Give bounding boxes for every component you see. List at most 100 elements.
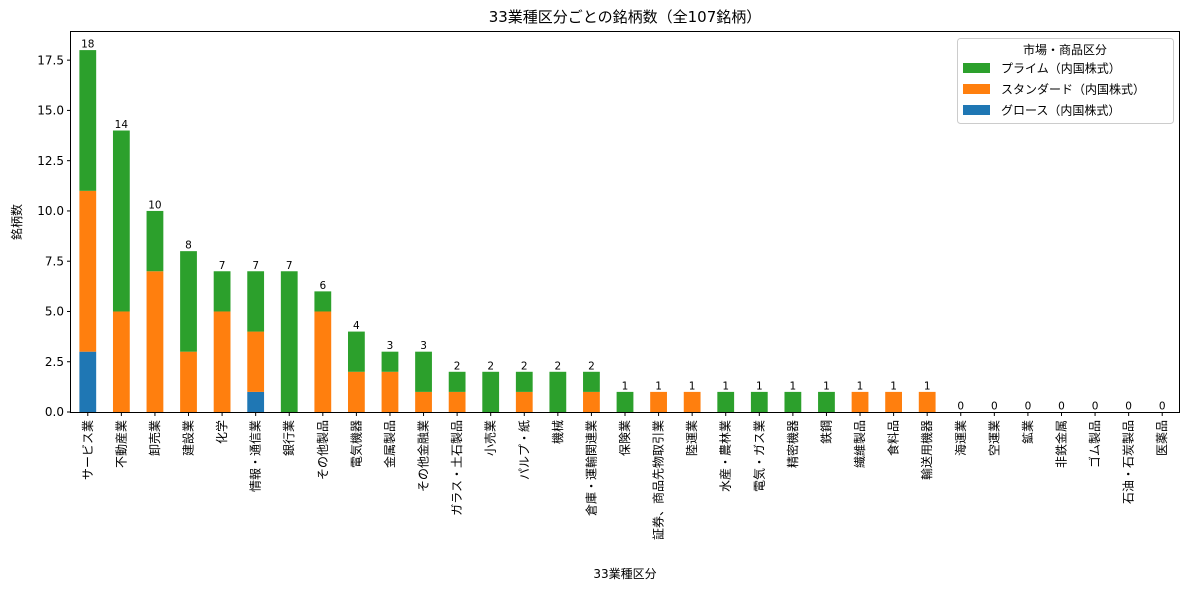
bar-segment (146, 210, 164, 272)
x-tick-label: 保険業 (618, 420, 632, 456)
x-tick-label: 建設業 (181, 420, 196, 456)
total-label: 3 (387, 340, 394, 352)
total-label: 14 (115, 119, 129, 131)
bar-segment (650, 391, 667, 412)
total-label: 1 (655, 380, 662, 392)
legend-entry-label: グロース（内国株式） (1001, 103, 1120, 118)
bar-segment (112, 130, 130, 312)
y-tick-label: 0.0 (45, 405, 64, 419)
bar-segment (482, 371, 500, 412)
bar-segment (348, 371, 365, 412)
total-label: 1 (857, 380, 864, 392)
bar-segment (381, 351, 399, 372)
x-axis-label: 33業種区分 (593, 567, 656, 581)
x-tick-label: 食料品 (886, 420, 901, 456)
bar-segment (247, 271, 265, 332)
x-tick-label: 非鉄金属 (1053, 420, 1068, 468)
x-tick-label: ゴム製品 (1087, 420, 1102, 468)
bar-segment (180, 351, 197, 412)
total-label: 1 (689, 380, 696, 392)
total-label: 1 (756, 380, 763, 392)
total-label: 0 (1125, 401, 1132, 413)
y-tick-label: 2.5 (45, 355, 64, 369)
x-tick-label: 機械 (550, 420, 565, 444)
x-tick-label: 小売業 (483, 420, 498, 456)
bar-segment (448, 371, 466, 392)
x-tick-label: 輸送用機器 (919, 420, 934, 480)
x-tick-label: 医薬品 (1155, 420, 1169, 456)
x-tick-label: 不動産業 (113, 420, 128, 468)
legend-frame (957, 38, 1174, 124)
x-tick-label: 繊維製品 (853, 420, 867, 468)
total-label: 1 (722, 380, 729, 392)
x-tick-label: 銀行業 (282, 420, 296, 456)
y-tick-label: 15.0 (37, 104, 64, 118)
total-label: 2 (588, 360, 595, 372)
total-label: 0 (1159, 401, 1166, 413)
bar-segment (583, 371, 600, 392)
total-label: 1 (790, 380, 797, 392)
bar-segment (112, 311, 130, 412)
x-tick-label: 海運業 (953, 420, 968, 456)
bar-segment (851, 391, 869, 412)
total-label: 7 (252, 260, 259, 272)
total-label: 7 (219, 260, 226, 272)
x-tick-label: 陸運業 (685, 420, 699, 456)
bar-segment (180, 251, 197, 352)
total-label: 1 (924, 380, 931, 392)
x-tick-label: 卸売業 (147, 420, 162, 456)
bars-layer (79, 50, 936, 412)
bar-segment (415, 351, 432, 392)
bar-segment (885, 391, 902, 412)
legend-entry-label: プライム（内国株式） (1001, 61, 1121, 76)
bar-segment (683, 391, 701, 412)
y-axis-label: 銘柄数 (9, 204, 24, 240)
bar-segment (750, 391, 768, 412)
total-label: 6 (319, 280, 326, 292)
y-tick-label: 10.0 (37, 204, 64, 218)
total-label: 18 (81, 39, 94, 51)
total-label: 4 (353, 320, 360, 332)
x-tick-label: ガラス・土石製品 (450, 420, 464, 516)
x-tick-label: 石油・石炭製品 (1122, 420, 1136, 504)
y-tick-label: 7.5 (45, 254, 64, 268)
total-label: 0 (991, 401, 998, 413)
x-tick-label: 倉庫・運輸関連業 (583, 420, 598, 516)
x-tick-label: 電気・ガス業 (751, 420, 766, 492)
y-tick-label: 5.0 (45, 305, 64, 319)
y-tick-label: 12.5 (37, 154, 64, 168)
bar-segment (515, 371, 533, 392)
bar-segment (146, 271, 164, 412)
total-label: 1 (622, 380, 629, 392)
total-label: 3 (420, 340, 427, 352)
bar-segment (515, 391, 533, 412)
bar-segment (415, 391, 432, 412)
x-tick-label: 情報・通信業 (249, 420, 263, 492)
x-tick-label: 鉱業 (1020, 420, 1035, 444)
bar-segment (314, 311, 332, 412)
total-label: 2 (521, 360, 528, 372)
chart-title: 33業種区分ごとの銘柄数（全107銘柄） (489, 8, 762, 26)
total-label: 10 (148, 199, 161, 211)
bar-segment (213, 271, 231, 312)
legend: 市場・商品区分 プライム（内国株式） スタンダード（内国株式） グロース（内国株式） (957, 38, 1174, 124)
total-label: 1 (823, 380, 830, 392)
total-label: 2 (487, 360, 494, 372)
bar-segment (918, 391, 936, 412)
bar-segment (818, 391, 835, 412)
legend-title: 市場・商品区分 (1023, 42, 1107, 57)
x-tick-label: 精密機器 (785, 420, 800, 468)
bar-segment (381, 371, 399, 412)
total-label: 1 (890, 380, 897, 392)
x-tick-label: 金属製品 (382, 420, 397, 468)
legend-swatch (963, 84, 990, 94)
total-label: 0 (1058, 401, 1065, 413)
x-tick-label: 証券、商品先物取引業 (651, 420, 666, 540)
bar-segment (348, 331, 365, 372)
x-tick-label: 水産・農林業 (718, 420, 733, 492)
total-label: 0 (957, 401, 964, 413)
total-label: 0 (1025, 401, 1032, 413)
x-tick-label: その他金融業 (416, 420, 431, 492)
